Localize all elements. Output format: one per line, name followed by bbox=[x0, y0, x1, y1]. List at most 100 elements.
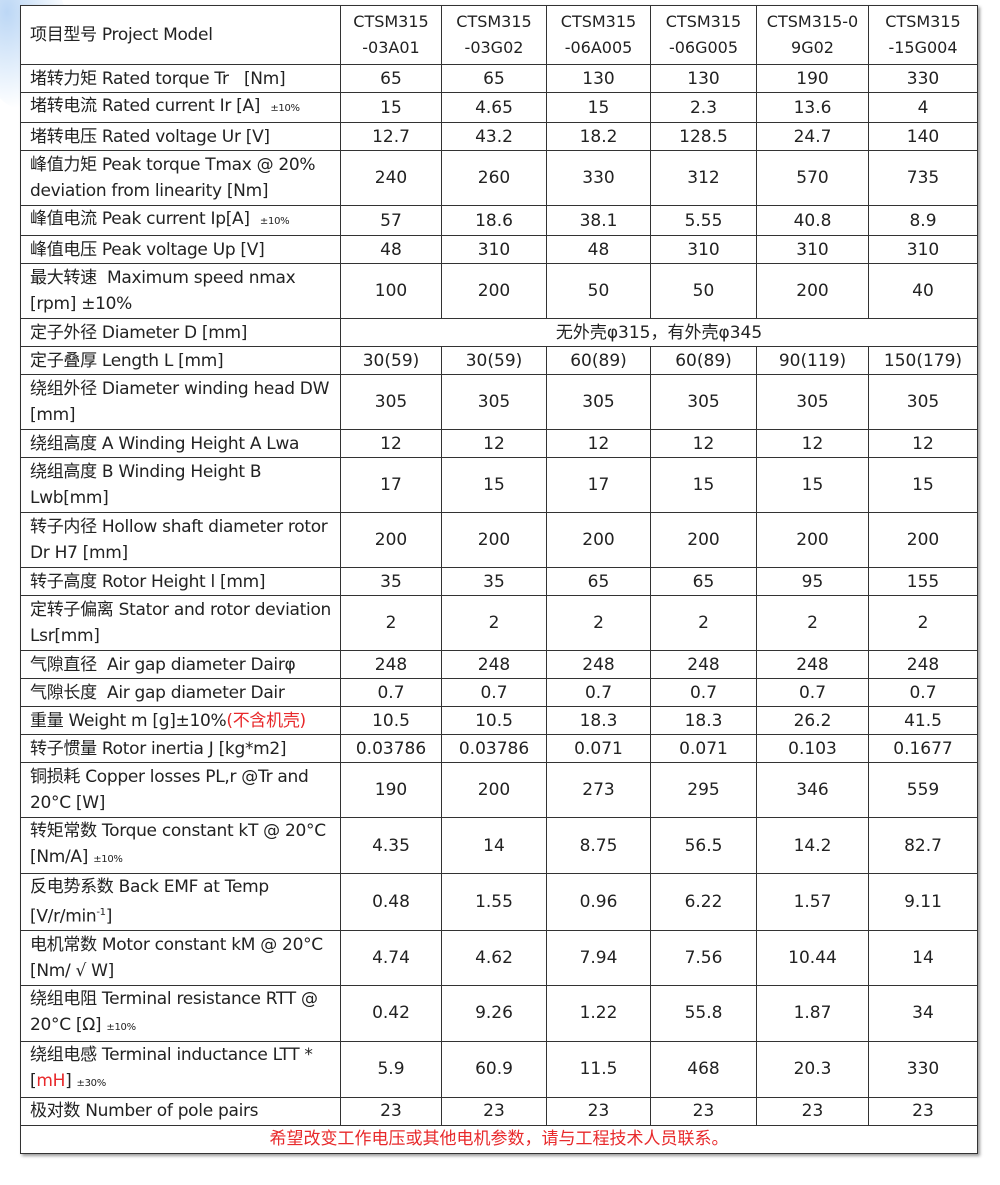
value-cell: 0.42 bbox=[340, 984, 442, 1042]
model-header-2: CTSM315 -06A005 bbox=[546, 5, 651, 65]
value-cell: 26.2 bbox=[756, 706, 869, 735]
row-label-part: 电机常数 Motor constant kM @ 20°C [Nm/ √ W] bbox=[30, 934, 328, 981]
table-row: 峰值力矩 Peak torque Tmax @ 20% deviation fr… bbox=[20, 150, 978, 206]
row-label: 绕组高度 A Winding Height A Lwa bbox=[20, 429, 341, 458]
value-cell: 248 bbox=[441, 650, 547, 679]
value-cell: 65 bbox=[546, 567, 651, 596]
row-label-part: ] bbox=[105, 906, 113, 927]
row-label: 绕组电感 Terminal inductance LTT * [mH] ±30% bbox=[20, 1040, 341, 1098]
value-cell: 200 bbox=[546, 512, 651, 568]
value-cell: 12.7 bbox=[340, 122, 442, 151]
value-cell: 23 bbox=[868, 1096, 978, 1126]
value-cell: 0.96 bbox=[546, 873, 651, 931]
value-cell: 40 bbox=[868, 263, 978, 319]
row-label-part: 气隙长度 Air gap diameter Dair bbox=[30, 682, 285, 703]
value-cell: 8.75 bbox=[546, 817, 651, 874]
table-row: 反电势系数 Back EMF at Temp [V/r/min-1] 0.48 1.… bbox=[20, 873, 978, 931]
value-cell: 15 bbox=[546, 92, 651, 123]
row-label-part: 绕组高度 A Winding Height A Lwa bbox=[30, 433, 300, 454]
value-cell: 9.26 bbox=[441, 984, 547, 1042]
value-cell: 9.11 bbox=[868, 873, 978, 931]
table-row: 最大转速 Maximum speed nmax [rpm] ±10% 100 200… bbox=[20, 263, 978, 319]
value-cell: 4.65 bbox=[441, 92, 547, 123]
row-label: 重量 Weight m [g]±10%(不含机壳) bbox=[20, 706, 341, 735]
value-cell: 13.6 bbox=[756, 92, 869, 123]
table-row: 极对数 Number of pole pairs 23 23 23 23 23 23 bbox=[20, 1096, 978, 1126]
value-cell: 5.9 bbox=[340, 1040, 442, 1098]
value-cell: 56.5 bbox=[650, 817, 757, 874]
row-label-part: 绕组电感 Terminal inductance LTT * [ bbox=[30, 1044, 318, 1091]
table-row: 定子叠厚 Length L [mm] 30(59) 30(59) 60(89) 60(8… bbox=[20, 346, 978, 375]
value-cell: 60.9 bbox=[441, 1040, 547, 1098]
row-label-part: 绕组电阻 Terminal resistance RTT @ 20°C [Ω] bbox=[30, 988, 323, 1035]
value-cell: 4.62 bbox=[441, 929, 547, 986]
value-cell: 2 bbox=[756, 595, 869, 651]
value-cell: 48 bbox=[340, 235, 442, 264]
value-cell: 200 bbox=[441, 762, 547, 818]
value-cell: 1.55 bbox=[441, 873, 547, 931]
table-row: 铜损耗 Copper losses PL,r @Tr and 20°C [W] 1… bbox=[20, 762, 978, 818]
value-cell: 295 bbox=[650, 762, 757, 818]
row-label-part: (不含机壳) bbox=[226, 710, 306, 731]
row-label-part: 转子惯量 Rotor inertia J [kg*m2] bbox=[30, 738, 287, 759]
value-cell: 55.8 bbox=[650, 984, 757, 1042]
value-cell: 1.57 bbox=[756, 873, 869, 931]
value-cell: 95 bbox=[756, 567, 869, 596]
model-header-5: CTSM315 -15G004 bbox=[868, 5, 978, 65]
value-cell: 200 bbox=[868, 512, 978, 568]
value-cell: 20.3 bbox=[756, 1040, 869, 1098]
model-header-0: CTSM315 -03A01 bbox=[340, 5, 442, 65]
table-row: 转矩常数 Torque constant kT @ 20°C [Nm/A] ±1… bbox=[20, 817, 978, 874]
value-cell: 200 bbox=[441, 263, 547, 319]
row-label-part: 反电势系数 Back EMF at Temp [V/r/min bbox=[30, 877, 274, 927]
row-label: 反电势系数 Back EMF at Temp [V/r/min-1] bbox=[20, 873, 341, 931]
row-label-part: 峰值力矩 Peak torque Tmax @ 20% deviation fr… bbox=[30, 155, 321, 201]
value-cell: 200 bbox=[650, 512, 757, 568]
value-cell: 200 bbox=[340, 512, 442, 568]
value-cell: 23 bbox=[340, 1096, 442, 1126]
value-cell: 15 bbox=[441, 457, 547, 513]
row-label-part: 转子内径 Hollow shaft diameter rotor Dr H7 [… bbox=[30, 517, 333, 563]
value-cell: 7.94 bbox=[546, 929, 651, 986]
table-row: 堵转电压 Rated voltage Ur [V] 12.7 43.2 18.2 128… bbox=[20, 122, 978, 151]
value-cell: 305 bbox=[340, 374, 442, 430]
row-label-part: mH bbox=[36, 1070, 66, 1091]
value-cell: 15 bbox=[650, 457, 757, 513]
model-header-1: CTSM315 -03G02 bbox=[441, 5, 547, 65]
value-cell: 248 bbox=[756, 650, 869, 679]
row-label: 气隙长度 Air gap diameter Dair bbox=[20, 678, 341, 707]
table-row: 峰值电压 Peak voltage Up [V] 48 310 48 310 310 310 bbox=[20, 235, 978, 264]
value-cell: 140 bbox=[868, 122, 978, 151]
value-cell: 0.071 bbox=[650, 734, 757, 763]
model-header-4: CTSM315-0 9G02 bbox=[756, 5, 869, 65]
row-label: 转子高度 Rotor Height l [mm] bbox=[20, 567, 341, 596]
table-row: 绕组电阻 Terminal resistance RTT @ 20°C [Ω] … bbox=[20, 984, 978, 1042]
row-label: 定转子偏离 Stator and rotor deviation Lsr[mm] bbox=[20, 595, 341, 651]
value-cell: 273 bbox=[546, 762, 651, 818]
value-cell: 2 bbox=[650, 595, 757, 651]
header-label: 项目型号 Project Model bbox=[20, 5, 341, 65]
value-cell: 18.6 bbox=[441, 205, 547, 236]
value-cell: 43.2 bbox=[441, 122, 547, 151]
row-label-part: 最大转速 Maximum speed nmax [rpm] ±10% bbox=[30, 268, 301, 314]
value-cell: 312 bbox=[650, 150, 757, 206]
value-cell: 0.7 bbox=[340, 678, 442, 707]
value-cell: 11.5 bbox=[546, 1040, 651, 1098]
table-row: 定转子偏离 Stator and rotor deviation Lsr[mm]… bbox=[20, 595, 978, 651]
value-cell: 1.87 bbox=[756, 984, 869, 1042]
value-cell: 65 bbox=[340, 64, 442, 93]
row-label-part: 峰值电流 Peak current Ip[A] bbox=[30, 209, 260, 229]
value-cell: 200 bbox=[756, 263, 869, 319]
value-cell: 30(59) bbox=[340, 346, 442, 375]
row-label-part: 堵转电流 Rated current Ir [A] bbox=[30, 96, 271, 116]
row-label-part: ±10% bbox=[259, 216, 290, 227]
row-label-part: 定子叠厚 Length L [mm] bbox=[30, 350, 224, 371]
value-cell: 65 bbox=[650, 567, 757, 596]
row-label-part: 绕组高度 B Winding Height B Lwb[mm] bbox=[30, 462, 267, 508]
row-label: 转矩常数 Torque constant kT @ 20°C [Nm/A] ±1… bbox=[20, 817, 341, 874]
value-cell: 0.071 bbox=[546, 734, 651, 763]
value-cell: 0.7 bbox=[441, 678, 547, 707]
value-cell: 305 bbox=[441, 374, 547, 430]
value-cell: 0.7 bbox=[756, 678, 869, 707]
value-cell: 18.3 bbox=[546, 706, 651, 735]
